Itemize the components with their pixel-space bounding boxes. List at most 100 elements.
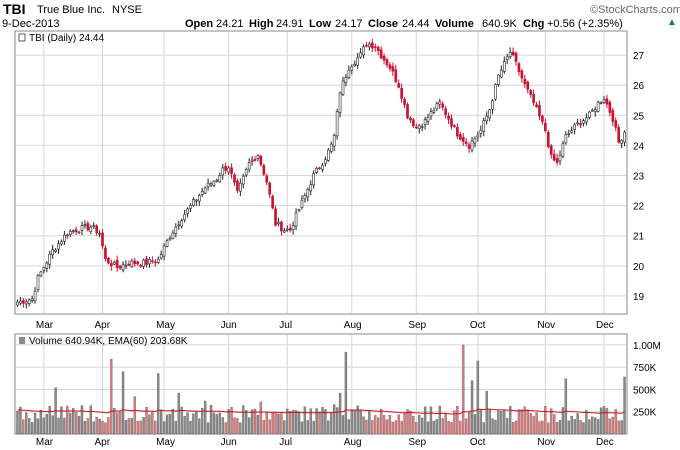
volume-bar [265, 411, 268, 435]
price-candle-body [183, 214, 186, 221]
volume-bar [92, 421, 95, 435]
price-candle-body [373, 46, 377, 48]
price-candle-body [546, 131, 550, 148]
price-candle-body [544, 122, 547, 132]
volume-bar [268, 419, 271, 435]
price-candles [16, 38, 626, 309]
price-candle-body [602, 98, 606, 103]
price-candle-body [107, 257, 110, 264]
volume-bar [403, 413, 406, 435]
volume-bar [585, 410, 588, 435]
volume-bar [148, 414, 151, 435]
price-candle-body [517, 63, 521, 73]
volume-bar [338, 392, 342, 435]
price-candle-body [227, 167, 230, 173]
price-candle-body [39, 271, 43, 277]
volume-bar [394, 420, 397, 435]
volume-bar [374, 415, 377, 435]
price-candle-body [22, 300, 25, 304]
volume-bar [588, 419, 591, 435]
volume-bar [476, 360, 480, 435]
volume-bar [335, 407, 339, 435]
volume-bar [224, 422, 227, 435]
volume-bar [438, 405, 441, 435]
price-tick-label: 20 [633, 262, 645, 273]
price-candle-body [596, 101, 600, 112]
price-candle-body [212, 180, 216, 186]
price-candle-body [30, 298, 34, 301]
volume-bar [347, 419, 351, 435]
volume-bar [107, 417, 110, 435]
volume-bar [63, 417, 66, 435]
volume-bar [506, 418, 509, 435]
volume-bar [48, 406, 51, 435]
volume-bar [262, 419, 265, 435]
volume-bar [435, 419, 439, 435]
close-value: 24.44 [402, 18, 430, 30]
price-candle-body [514, 52, 518, 62]
chart-header: TBI True Blue Inc. NYSE ©StockCharts.com… [0, 0, 680, 32]
price-candle-body [174, 226, 178, 234]
volume-bar [154, 420, 157, 435]
price-candle-body [16, 301, 19, 306]
price-candle-body [109, 263, 113, 267]
price-tick-label: 23 [633, 172, 645, 183]
volume-bar [482, 422, 485, 435]
price-candle-body [77, 231, 81, 234]
month-label: Mar [36, 320, 54, 331]
volume-bar [379, 409, 383, 435]
price-candle-body [291, 225, 295, 231]
price-candle-body [420, 126, 424, 128]
volume-bar [517, 409, 521, 435]
volume-bar [599, 407, 603, 435]
open-label: Open [185, 18, 214, 30]
price-candle-body [153, 261, 157, 264]
volume-bar [212, 412, 216, 435]
price-candle-body [335, 111, 339, 137]
legend-candle-icon [18, 33, 26, 42]
price-candle-body [259, 155, 263, 165]
price-candle-body [558, 154, 562, 162]
price-candle-body [186, 208, 189, 214]
volume-bar [271, 412, 274, 435]
volume-bar [203, 400, 207, 435]
volume-bar [30, 422, 34, 435]
price-candle-body [497, 74, 500, 85]
price-candle-body [215, 179, 219, 182]
volume-bar [72, 408, 75, 435]
volume-bar [186, 412, 189, 435]
price-candle-body [476, 134, 480, 138]
price-candle-body [500, 69, 503, 78]
volume-bar [617, 420, 620, 435]
price-candle-body [488, 109, 491, 119]
price-candle-body [203, 187, 207, 194]
month-label: Mar [36, 437, 54, 448]
price-candle-body [151, 260, 154, 262]
price-candle-body [417, 125, 421, 129]
volume-bar [535, 412, 538, 435]
volume-bar [532, 416, 535, 435]
price-candle-body [104, 247, 107, 259]
volume-bar [555, 422, 559, 435]
month-label: Oct [470, 320, 486, 331]
price-candle-body [315, 168, 318, 173]
volume-bar [104, 422, 107, 435]
price-candle-body [83, 224, 87, 227]
volume-bar [16, 411, 19, 435]
price-candle-body [579, 123, 582, 126]
price-candle-body [573, 124, 577, 130]
volume-bar [479, 409, 483, 435]
volume-bar [315, 408, 318, 435]
volume-bar [159, 409, 163, 435]
volume-bar [544, 406, 547, 435]
volume-bar [221, 417, 224, 435]
price-candle-body [505, 56, 509, 61]
volume-bar [447, 421, 450, 435]
volume-bar [77, 416, 81, 435]
volume-bar [180, 406, 183, 435]
volume-bar [388, 415, 392, 435]
price-tick-label: 25 [633, 111, 645, 122]
volume-bar [280, 413, 283, 435]
volume-bar [28, 418, 31, 435]
volume-bar [558, 420, 562, 435]
